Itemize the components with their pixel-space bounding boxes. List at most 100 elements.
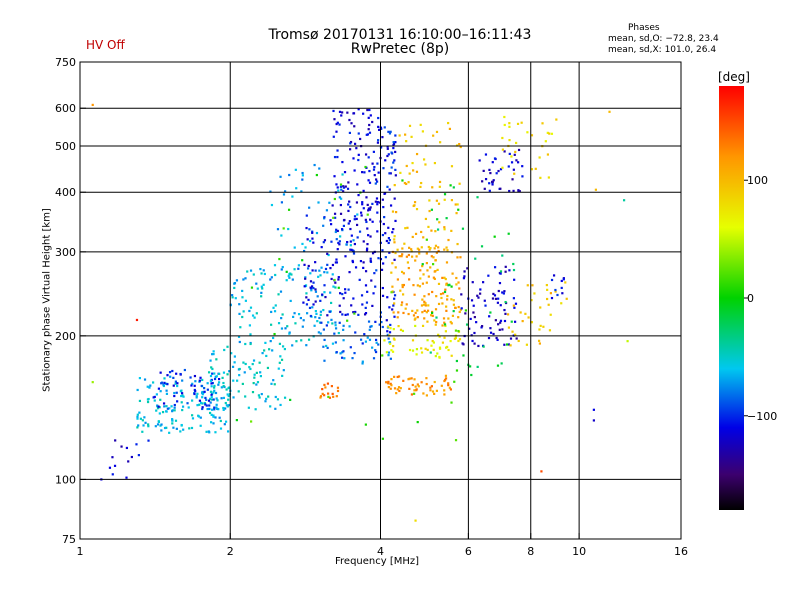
data-point [253,373,256,376]
data-point [319,395,323,398]
data-point [163,426,167,430]
data-point [433,277,436,281]
data-point [349,240,352,243]
data-point [344,288,347,291]
data-point [308,228,311,231]
data-point [351,260,355,264]
data-point [530,168,533,171]
data-point [164,382,167,385]
data-point [538,342,541,345]
data-point [322,328,325,331]
data-point [130,455,133,459]
data-point [433,392,436,395]
data-point [353,125,356,128]
data-point [356,213,359,216]
data-point [218,416,221,419]
data-point [390,166,393,169]
data-point [297,267,300,270]
data-point [333,212,337,215]
data-point [444,330,447,333]
data-point [308,206,311,209]
data-point [383,339,386,342]
data-point [315,173,318,177]
data-point [392,161,395,164]
data-point [386,330,389,333]
data-point [493,294,497,297]
data-point [471,339,474,343]
data-point [443,393,446,396]
data-point [295,187,298,190]
data-point [339,183,343,186]
data-point [233,282,237,285]
data-point [348,118,351,122]
data-point [441,302,444,305]
data-point [304,284,308,287]
data-point [517,189,520,192]
data-point [338,240,341,243]
data-point [199,401,203,404]
data-point [386,154,389,158]
data-point [295,340,298,343]
data-point [375,180,379,183]
data-point [433,380,436,384]
data-point [479,288,482,291]
data-point [391,290,394,293]
data-point [264,400,267,403]
data-point [445,283,448,286]
data-point [176,400,179,403]
data-point [252,381,255,385]
data-point [489,331,493,334]
data-point [430,229,433,232]
data-point [381,249,384,252]
data-point [325,344,328,348]
data-point [208,431,211,434]
data-point [337,189,340,192]
data-point [217,381,221,384]
data-point [347,209,350,213]
data-point [357,313,360,316]
data-point [171,419,174,422]
phases-x-stats: mean, sd,X: 101.0, 26.4 [608,45,717,55]
data-point [414,385,417,388]
data-point [438,185,441,188]
data-point [372,150,375,153]
data-point [349,140,353,144]
data-point [341,160,344,164]
data-point [208,404,211,407]
data-point [533,292,536,295]
data-point [512,268,516,272]
data-point [437,302,441,306]
data-point [236,379,239,382]
data-point [366,336,369,339]
data-point [309,286,312,289]
data-point [251,314,255,317]
data-point [162,402,166,405]
data-point [426,309,430,312]
data-point [379,145,383,149]
data-point [287,227,290,231]
data-point [138,411,141,414]
data-point [212,352,215,356]
data-point [446,249,449,252]
data-point [320,246,323,249]
data-point [626,340,629,343]
data-point [113,464,117,467]
data-point [422,273,425,276]
data-point [444,377,448,380]
data-point [449,339,452,343]
data-point [318,167,321,170]
data-point [561,292,564,295]
data-point [402,379,405,382]
data-point [352,311,355,314]
data-point [492,179,495,182]
data-point [198,399,202,402]
data-point [435,389,438,392]
data-point [431,314,434,317]
data-point [542,325,545,328]
data-point [429,351,432,354]
data-point [136,413,139,416]
data-point [526,284,529,287]
data-point [402,272,405,275]
data-point [492,292,495,296]
data-point [361,362,364,365]
